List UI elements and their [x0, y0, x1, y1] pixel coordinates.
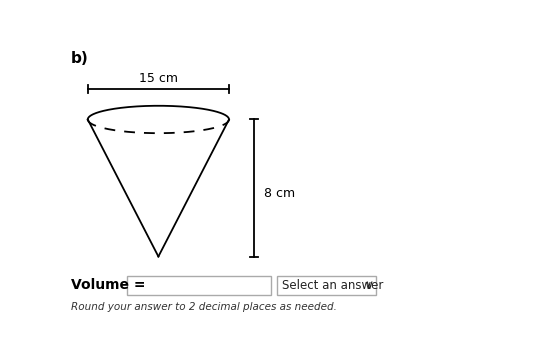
Text: Select an answer: Select an answer	[282, 279, 383, 292]
Text: Round your answer to 2 decimal places as needed.: Round your answer to 2 decimal places as…	[71, 302, 337, 312]
FancyBboxPatch shape	[277, 276, 376, 295]
Text: 15 cm: 15 cm	[139, 72, 178, 85]
Text: b): b)	[71, 51, 89, 66]
FancyBboxPatch shape	[127, 276, 271, 295]
Text: Volume =: Volume =	[71, 278, 146, 292]
Text: ∨: ∨	[364, 279, 374, 292]
Text: 8 cm: 8 cm	[264, 187, 295, 200]
